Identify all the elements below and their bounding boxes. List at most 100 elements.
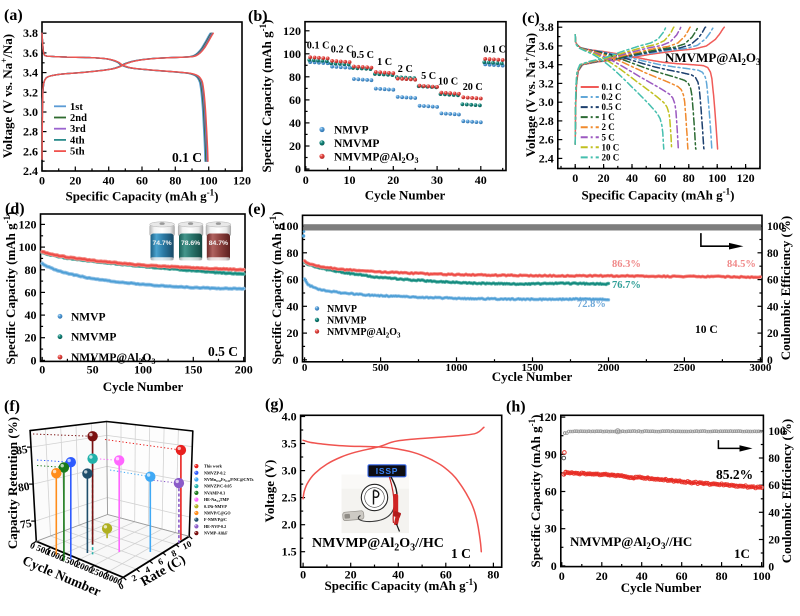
svg-text:4th: 4th: [70, 135, 85, 146]
svg-text:84.5%: 84.5%: [727, 259, 756, 270]
svg-text:0.1 C: 0.1 C: [483, 44, 506, 55]
svg-text:Voltage (V): Voltage (V): [262, 460, 277, 523]
svg-text:80: 80: [17, 481, 31, 495]
svg-text:0: 0: [293, 353, 299, 367]
svg-text:0: 0: [767, 355, 773, 367]
svg-text:0.2 C: 0.2 C: [331, 44, 354, 55]
svg-text:200: 200: [235, 362, 253, 376]
svg-text:0: 0: [572, 171, 578, 185]
svg-text:Cycle Number: Cycle Number: [492, 369, 573, 384]
svg-text:60: 60: [545, 485, 557, 499]
svg-text:60: 60: [136, 174, 148, 188]
svg-text:NVMP-Al&F: NVMP-Al&F: [204, 531, 228, 536]
svg-text:3.0: 3.0: [23, 105, 38, 119]
svg-text:2500: 2500: [673, 362, 696, 374]
svg-text:Cycle Number: Cycle Number: [621, 580, 702, 595]
svg-text:150: 150: [184, 362, 202, 376]
svg-text:3.5: 3.5: [282, 437, 297, 451]
svg-text:40: 40: [103, 174, 115, 188]
svg-text:1.5: 1.5: [282, 545, 297, 559]
svg-text:20: 20: [596, 569, 608, 583]
svg-text:80: 80: [289, 70, 301, 84]
svg-text:NMVMP: NMVMP: [327, 315, 366, 326]
svg-text:NVMn0.33Fe0.33P/NC@CNTs: NVMn0.33Fe0.33P/NC@CNTs: [204, 477, 254, 483]
svg-text:Specific Capacity (mAh g-1): Specific Capacity (mAh g-1): [324, 577, 477, 593]
svg-text:2000: 2000: [597, 362, 620, 374]
svg-text:80: 80: [683, 171, 695, 185]
svg-text:Specific Capacity (mAh g-1): Specific Capacity (mAh g-1): [527, 414, 543, 567]
svg-text:NMVZP-0.2: NMVZP-0.2: [204, 470, 226, 475]
svg-text:1C: 1C: [734, 546, 750, 561]
svg-text:60: 60: [767, 275, 779, 287]
svg-text:2.0: 2.0: [282, 518, 297, 532]
svg-text:F-NMVP@C: F-NMVP@C: [204, 517, 227, 522]
svg-text:HE-NVP-0.2: HE-NVP-0.2: [204, 524, 226, 529]
svg-text:Specific Capacity (mAh g-1): Specific Capacity (mAh g-1): [2, 211, 18, 364]
svg-text:40: 40: [636, 569, 648, 583]
svg-text:(g): (g): [265, 396, 284, 413]
svg-text:NMVMP@Al2O3//HC: NMVMP@Al2O3//HC: [312, 536, 444, 554]
svg-text:84.7%: 84.7%: [209, 240, 228, 247]
svg-text:(c): (c): [522, 10, 540, 27]
svg-text:NVAMP-0.3: NVAMP-0.3: [204, 490, 225, 495]
svg-text:80: 80: [767, 248, 779, 260]
svg-text:0: 0: [117, 580, 126, 591]
svg-text:0: 0: [29, 540, 38, 551]
svg-text:85.2%: 85.2%: [716, 467, 753, 482]
svg-text:100: 100: [19, 240, 37, 254]
svg-text:50: 50: [87, 362, 99, 376]
svg-text:0: 0: [300, 568, 306, 582]
svg-text:500: 500: [372, 362, 389, 374]
svg-text:86.3%: 86.3%: [612, 259, 641, 270]
svg-text:60: 60: [654, 171, 666, 185]
svg-text:10 C: 10 C: [602, 142, 620, 152]
svg-text:HE-Na3.4TMP: HE-Na3.4TMP: [204, 497, 229, 503]
svg-text:0.5 C: 0.5 C: [208, 344, 238, 359]
svg-text:Voltage (V vs. Na+/Na): Voltage (V vs. Na+/Na): [0, 34, 15, 158]
svg-text:20: 20: [289, 139, 301, 153]
svg-text:20: 20: [598, 171, 610, 185]
svg-text:75: 75: [19, 518, 33, 532]
svg-text:80: 80: [287, 246, 299, 260]
svg-text:80: 80: [716, 569, 728, 583]
svg-text:8: 8: [170, 548, 179, 559]
svg-text:40: 40: [475, 173, 487, 187]
svg-text:3.4: 3.4: [539, 58, 554, 72]
svg-text:40: 40: [626, 171, 638, 185]
svg-text:100: 100: [767, 221, 785, 233]
svg-text:3.6: 3.6: [23, 46, 38, 60]
svg-text:(d): (d): [5, 201, 25, 218]
svg-text:100: 100: [281, 219, 299, 233]
svg-text:3.0: 3.0: [539, 95, 554, 109]
svg-text:Coulombic Efficiency (%): Coulombic Efficiency (%): [778, 216, 793, 360]
svg-text:0: 0: [303, 173, 309, 187]
svg-text:20: 20: [25, 331, 37, 345]
svg-text:0.5 C: 0.5 C: [351, 50, 374, 61]
svg-text:NMVP: NMVP: [334, 125, 369, 137]
svg-text:78.6%: 78.6%: [181, 240, 200, 247]
svg-text:60: 60: [25, 285, 37, 299]
svg-text:6: 6: [156, 556, 165, 567]
svg-text:3.2: 3.2: [23, 85, 38, 99]
svg-text:1000: 1000: [446, 362, 469, 374]
svg-text:40: 40: [768, 507, 780, 519]
svg-text:20: 20: [768, 534, 780, 546]
svg-text:2.5: 2.5: [282, 491, 297, 505]
svg-text:0: 0: [559, 569, 565, 583]
svg-text:0: 0: [39, 362, 45, 376]
svg-text:NMVMP: NMVMP: [71, 332, 116, 344]
svg-text:2.4: 2.4: [23, 164, 38, 178]
svg-text:80: 80: [25, 263, 37, 277]
svg-text:0: 0: [31, 353, 37, 367]
svg-text:3.4: 3.4: [23, 66, 38, 80]
svg-text:NMVP: NMVP: [327, 304, 357, 315]
svg-text:20: 20: [69, 174, 81, 188]
svg-text:Voltage (V vs. Na+/Na): Voltage (V vs. Na+/Na): [522, 33, 538, 157]
svg-text:120: 120: [233, 174, 251, 188]
svg-text:0: 0: [295, 162, 301, 176]
svg-text:72.8%: 72.8%: [577, 299, 606, 310]
svg-text:NMVMP@Al2O3: NMVMP@Al2O3: [327, 327, 401, 340]
svg-text:60: 60: [440, 568, 452, 582]
svg-text:120: 120: [737, 171, 755, 185]
svg-text:(b): (b): [248, 8, 268, 25]
